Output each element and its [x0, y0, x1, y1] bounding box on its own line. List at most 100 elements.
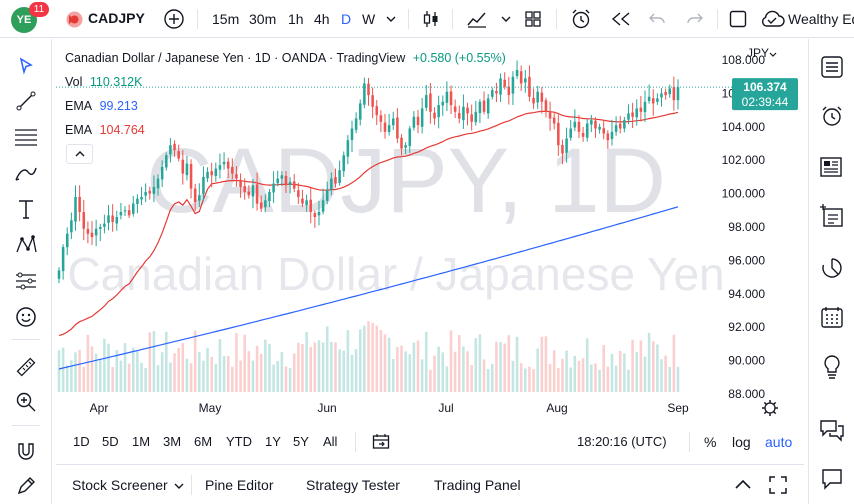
redo-button[interactable] [686, 0, 704, 38]
volume-bar [495, 341, 498, 392]
fib-tool[interactable] [12, 123, 40, 151]
candle-body [57, 270, 61, 279]
range-1d[interactable]: 1D [73, 434, 90, 449]
log-scale-toggle[interactable]: log [732, 434, 751, 450]
text-tool[interactable] [12, 195, 40, 223]
tab-stock-screener[interactable]: Stock Screener [72, 477, 168, 493]
icon-tool[interactable] [12, 303, 40, 331]
indicators-dropdown[interactable] [500, 0, 512, 38]
candle-body [107, 215, 110, 223]
range-divider [355, 432, 356, 452]
data-window-button[interactable] [817, 201, 847, 231]
alert-button[interactable] [570, 0, 592, 38]
candle-body [429, 93, 432, 112]
interval-w[interactable]: W [362, 11, 376, 27]
candle-body [305, 200, 308, 206]
legend-ema2-value: 104.764 [99, 123, 145, 137]
alerts-button[interactable] [817, 101, 847, 131]
interval-1h[interactable]: 1h [288, 11, 304, 27]
range-5y[interactable]: 5Y [293, 434, 309, 449]
candle-body [433, 112, 436, 119]
chart-pane[interactable]: CADJPY, 1D Canadian Dollar / Japanese Yen… [56, 42, 804, 422]
candle-body [544, 100, 548, 112]
news-button[interactable] [817, 152, 847, 182]
pencil-lock-icon [17, 477, 35, 495]
calendar-icon [821, 307, 843, 328]
candle-body [301, 198, 304, 204]
range-1m[interactable]: 1M [132, 434, 151, 449]
range-6m[interactable]: 6M [194, 434, 213, 449]
volume-bar [647, 332, 651, 392]
percent-scale-toggle[interactable]: % [704, 434, 717, 450]
range-5d[interactable]: 5D [102, 434, 119, 449]
trendline-tool[interactable] [12, 87, 40, 115]
range-ytd[interactable]: YTD [226, 434, 252, 449]
candle-body [206, 171, 209, 179]
stay-drawing-tool[interactable] [12, 472, 40, 500]
interval-d-active[interactable]: D [341, 11, 352, 27]
symbol-search-button[interactable]: CADJPY [88, 10, 145, 26]
magnet-tool[interactable] [12, 437, 40, 465]
interval-15m[interactable]: 15m [212, 11, 240, 27]
volume-bar [160, 352, 164, 392]
candle-body [119, 211, 123, 216]
utc-clock[interactable]: 18:20:16 (UTC) [577, 434, 667, 449]
range-1y[interactable]: 1Y [265, 434, 281, 449]
volume-bar [107, 343, 110, 392]
tab-strategy-tester[interactable]: Strategy Tester [306, 477, 400, 493]
messages-button[interactable] [817, 464, 847, 494]
templates-button[interactable] [524, 0, 542, 38]
chevron-up-icon[interactable] [734, 477, 752, 491]
legend-ema2-label: EMA [65, 123, 93, 137]
indicators-button[interactable] [466, 0, 488, 38]
chevron-up-icon [75, 151, 84, 157]
chats-button[interactable] [817, 415, 847, 445]
candle-body [202, 176, 205, 194]
legend-symbol-title: Canadian Dollar / Japanese Yen · 1D · OA… [65, 51, 406, 65]
candle-body [631, 112, 634, 117]
prediction-tool[interactable] [12, 267, 40, 295]
cloud-save-button[interactable]: Wealthy Ed [759, 0, 854, 38]
brush-tool[interactable] [12, 159, 40, 187]
ideas-button[interactable] [817, 352, 847, 382]
volume-bar [631, 339, 634, 392]
auto-scale-toggle[interactable]: auto [765, 434, 793, 450]
volume-bar [585, 338, 589, 392]
volume-bar [590, 364, 593, 392]
volume-bar [524, 368, 527, 392]
go-to-date-button[interactable] [372, 433, 390, 453]
volume-bar [573, 355, 577, 392]
square-icon [729, 10, 747, 28]
range-3m[interactable]: 3M [163, 434, 182, 449]
volume-bar [610, 353, 614, 392]
volume-bar [462, 346, 465, 392]
interval-4h[interactable]: 4h [314, 11, 330, 27]
tab-pine-editor[interactable]: Pine Editor [205, 477, 274, 493]
compare-symbol-button[interactable] [163, 0, 185, 38]
tab-trading-panel[interactable]: Trading Panel [434, 477, 521, 493]
range-all[interactable]: All [323, 434, 338, 449]
top-toolbar: YE 11 CADJPY 15m 30m 1h 4h D W [0, 0, 854, 38]
undo-button[interactable] [648, 0, 666, 38]
alarm-clock-icon [572, 9, 590, 29]
legend-collapse-button[interactable] [66, 144, 93, 164]
chart-style-button[interactable] [421, 0, 441, 38]
interval-30m[interactable]: 30m [249, 11, 277, 27]
volume-bar [61, 347, 65, 392]
ruler-tool[interactable] [12, 353, 40, 381]
calendar-button[interactable] [817, 302, 847, 332]
pattern-tool[interactable] [12, 231, 40, 259]
ruler-icon [16, 357, 36, 377]
hotlists-button[interactable] [817, 253, 847, 283]
watchlist-button[interactable] [817, 52, 847, 82]
layout-button[interactable] [729, 0, 747, 38]
volume-bar [420, 359, 424, 392]
interval-dropdown[interactable] [385, 0, 397, 38]
replay-button[interactable] [610, 0, 632, 38]
chevron-down-icon[interactable] [173, 481, 185, 491]
cursor-tool[interactable] [12, 52, 40, 80]
zoom-tool[interactable] [12, 388, 40, 416]
maximize-icon[interactable] [769, 476, 787, 494]
